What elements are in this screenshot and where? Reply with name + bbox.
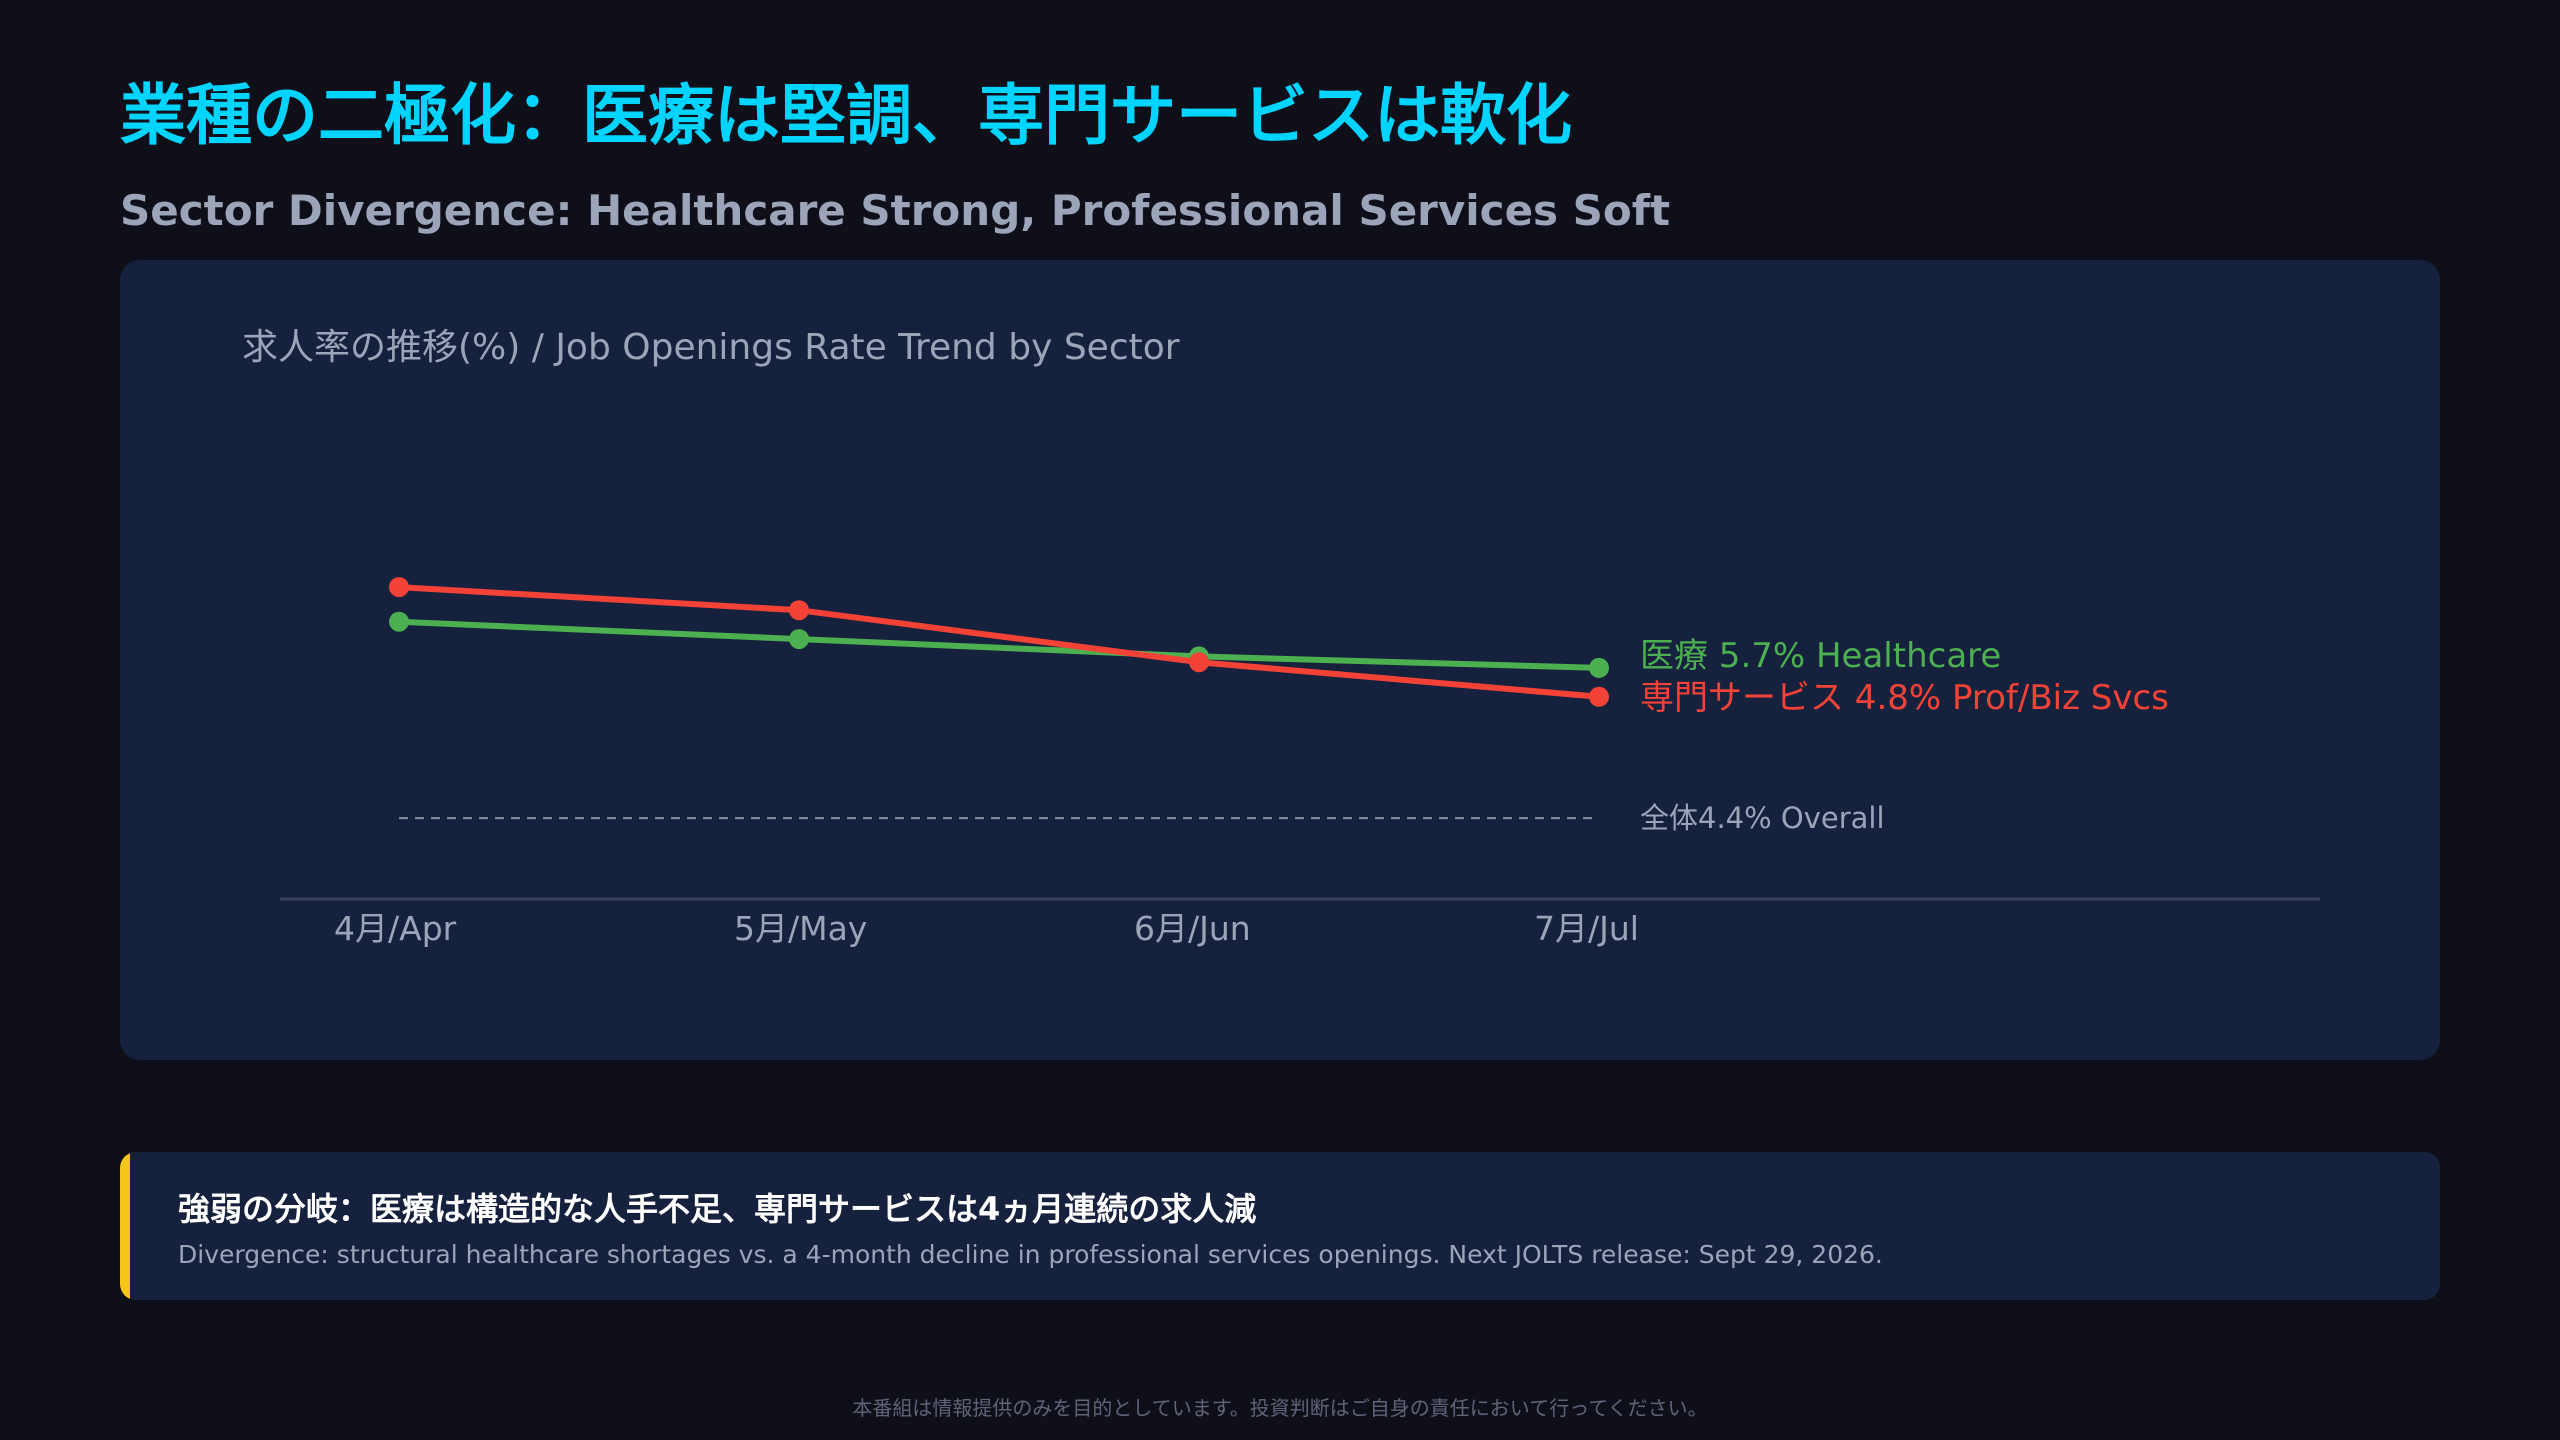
series-line-healthcare bbox=[396, 618, 1602, 671]
x-tick-label: 4月/Apr bbox=[334, 909, 457, 948]
callout-headline: 強弱の分岐：医療は構造的な人手不足、専門サービスは4ヵ月連続の求人減 bbox=[178, 1190, 1257, 1228]
data-point-prof bbox=[1589, 686, 1609, 707]
series-healthcare: 医療 5.7% Healthcare bbox=[389, 611, 2001, 678]
data-point-healthcare bbox=[1589, 657, 1609, 678]
overall-reference-label: 全体4.4% Overall bbox=[1640, 801, 1885, 835]
callout-detail: Divergence: structural healthcare shorta… bbox=[178, 1240, 1883, 1269]
x-tick-label: 5月/May bbox=[734, 909, 867, 948]
x-tick-label: 6月/Jun bbox=[1134, 909, 1251, 948]
data-point-prof bbox=[789, 600, 809, 621]
data-point-prof bbox=[389, 577, 409, 598]
page-title: 業種の二極化：医療は堅調、専門サービスは軟化 bbox=[120, 77, 1572, 154]
chart-card: 求人率の推移(%) / Job Openings Rate Trend by S… bbox=[120, 260, 2440, 1060]
data-point-healthcare bbox=[389, 611, 409, 632]
data-point-prof bbox=[1189, 652, 1209, 673]
callout-accent-bar bbox=[120, 1152, 130, 1300]
chart-title: 求人率の推移(%) / Job Openings Rate Trend by S… bbox=[242, 327, 1180, 368]
x-tick-label: 7月/Jul bbox=[1534, 909, 1639, 948]
series-line-prof bbox=[396, 584, 1602, 700]
series-label-prof: 専門サービス 4.8% Prof/Biz Svcs bbox=[1640, 678, 2169, 718]
series-prof: 専門サービス 4.8% Prof/Biz Svcs bbox=[389, 577, 2169, 718]
disclaimer: 本番組は情報提供のみを目的としています。投資判断はご自身の責任において行ってくだ… bbox=[852, 1396, 1708, 1420]
series-label-healthcare: 医療 5.7% Healthcare bbox=[1640, 636, 2001, 676]
data-point-healthcare bbox=[789, 629, 809, 650]
line-chart: 求人率の推移(%) / Job Openings Rate Trend by S… bbox=[242, 327, 2320, 948]
page-subtitle: Sector Divergence: Healthcare Strong, Pr… bbox=[120, 186, 1671, 235]
insight-callout: 強弱の分岐：医療は構造的な人手不足、専門サービスは4ヵ月連続の求人減 Diver… bbox=[120, 1152, 2440, 1300]
